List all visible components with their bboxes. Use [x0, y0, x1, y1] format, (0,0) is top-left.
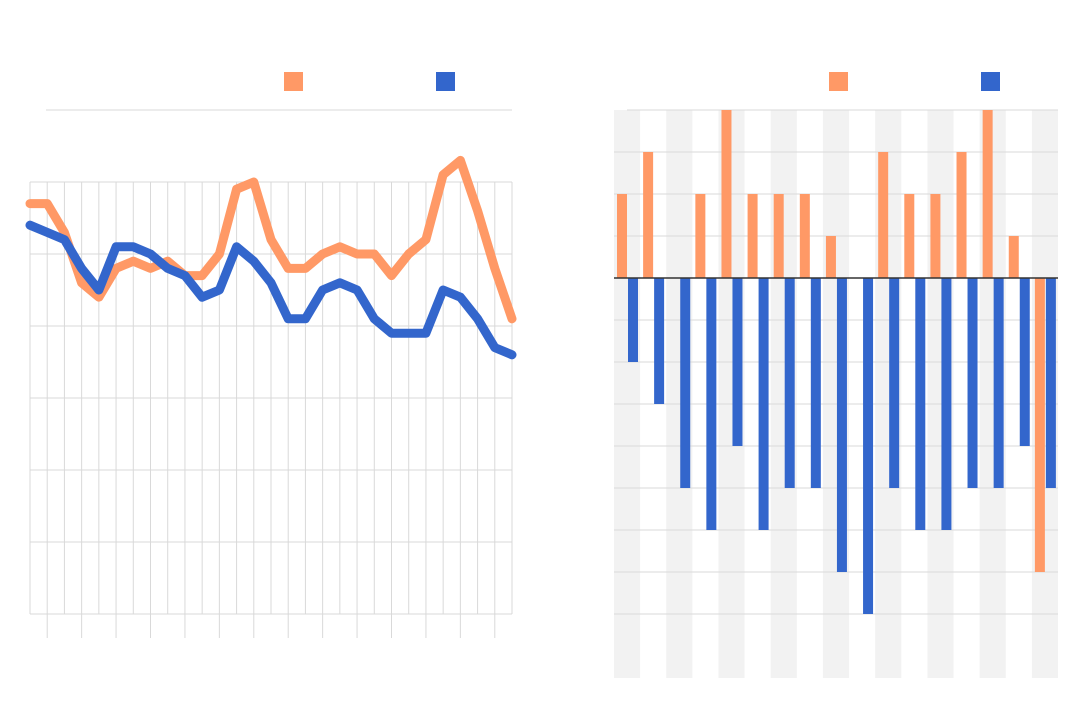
bar-a-15: [982, 110, 993, 278]
bar-b-3: [680, 278, 691, 488]
bar-b-11: [889, 278, 900, 488]
bar-a-11: [878, 152, 889, 278]
bar-a-16: [1008, 236, 1019, 278]
bar-a-4: [695, 194, 706, 278]
bar-a-13: [930, 194, 941, 278]
bar-b-8: [810, 278, 821, 488]
bar-a-1: [617, 194, 627, 278]
bar-b-4: [706, 278, 717, 530]
bar-a-17: [1034, 278, 1045, 572]
bar-b-12: [915, 278, 926, 530]
bar-chart-bars: [617, 110, 1056, 614]
line-series-b: [25, 220, 517, 360]
bar-b-14: [967, 278, 978, 488]
bar-a-9: [825, 236, 836, 278]
bar-chart-legend: [829, 72, 1000, 91]
bar-a-8: [799, 194, 810, 278]
bar-a-2: [643, 152, 654, 278]
bar-b-7: [784, 278, 795, 488]
bar-b-17: [1045, 278, 1056, 488]
bar-a-12: [904, 194, 915, 278]
bar-b-9: [836, 278, 847, 572]
line-chart-legend: [284, 72, 455, 91]
line-chart-series: [25, 155, 517, 360]
legend-swatch-series-a: [284, 72, 303, 91]
bar-b-6: [758, 278, 769, 530]
bar-b-16: [1019, 278, 1030, 446]
bar-b-15: [993, 278, 1004, 488]
line-series-a: [25, 155, 517, 324]
bar-b-1: [628, 278, 638, 362]
legend-swatch-series-b: [981, 72, 1000, 91]
bar-a-6: [747, 194, 758, 278]
bar-b-13: [941, 278, 952, 530]
bar-b-10: [863, 278, 874, 614]
legend-swatch-series-a: [829, 72, 848, 91]
bar-b-2: [654, 278, 665, 404]
bar-a-14: [956, 152, 967, 278]
bar-a-5: [721, 110, 732, 278]
bar-b-5: [732, 278, 743, 446]
legend-swatch-series-b: [436, 72, 455, 91]
bar-a-7: [773, 194, 784, 278]
